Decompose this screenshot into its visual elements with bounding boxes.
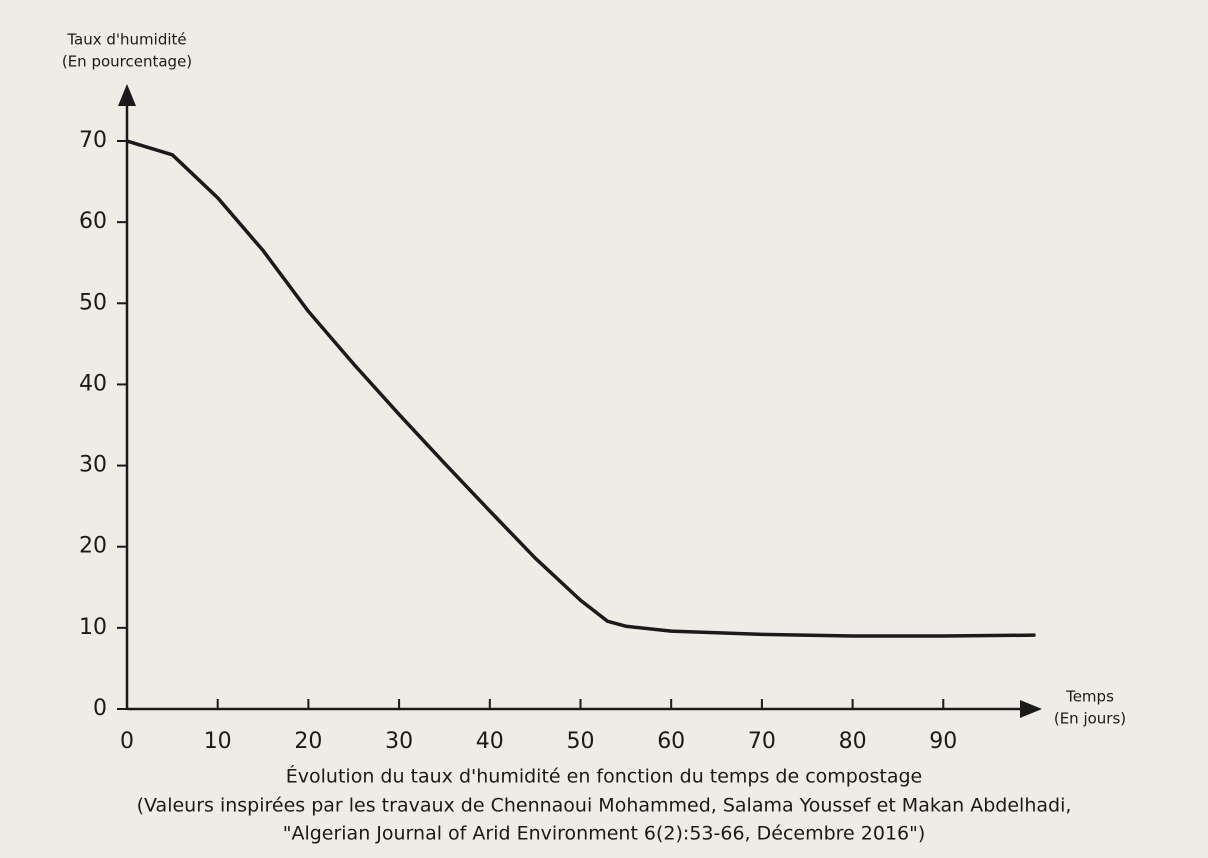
x-tick-label: 50 bbox=[567, 729, 595, 754]
y-axis-arrow bbox=[118, 84, 136, 106]
y-axis-label: Taux d'humidité bbox=[66, 31, 186, 49]
data-line bbox=[125, 139, 1036, 638]
caption: Évolution du taux d'humidité en fonction… bbox=[286, 765, 922, 788]
y-tick-label: 20 bbox=[79, 534, 107, 559]
x-tick-label: 0 bbox=[120, 729, 134, 754]
x-axis-arrow bbox=[1020, 700, 1042, 718]
x-tick-label: 10 bbox=[204, 729, 232, 754]
y-tick-label: 60 bbox=[79, 209, 107, 234]
x-tick-label: 30 bbox=[385, 729, 413, 754]
x-axis-label: Temps bbox=[1065, 688, 1114, 706]
y-tick-label: 40 bbox=[79, 371, 107, 396]
x-tick-label: 40 bbox=[476, 729, 504, 754]
caption: "Algerian Journal of Arid Environment 6(… bbox=[283, 823, 926, 845]
y-tick-label: 10 bbox=[79, 615, 107, 640]
y-tick-label: 0 bbox=[93, 696, 107, 721]
x-axis-label: (En jours) bbox=[1054, 710, 1126, 728]
y-tick-label: 70 bbox=[79, 128, 107, 153]
x-tick-label: 20 bbox=[294, 729, 322, 754]
caption: (Valeurs inspirées par les travaux de Ch… bbox=[137, 795, 1072, 817]
y-axis-label: (En pourcentage) bbox=[62, 53, 192, 71]
y-tick-label: 30 bbox=[79, 453, 107, 478]
x-tick-label: 90 bbox=[929, 729, 957, 754]
x-tick-label: 80 bbox=[839, 729, 867, 754]
x-tick-label: 70 bbox=[748, 729, 776, 754]
x-tick-label: 60 bbox=[657, 729, 685, 754]
y-tick-label: 50 bbox=[79, 290, 107, 315]
